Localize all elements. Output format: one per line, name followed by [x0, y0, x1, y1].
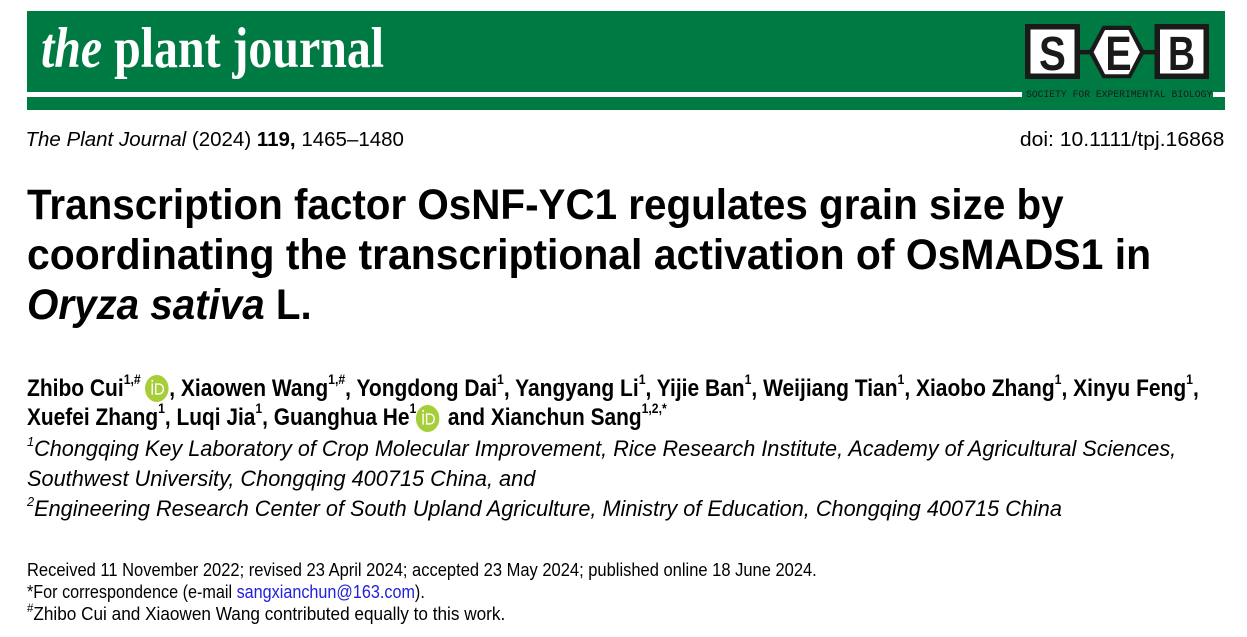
- svg-text:B: B: [1168, 28, 1195, 80]
- svg-text:S: S: [1039, 28, 1066, 80]
- svg-text:E: E: [1105, 27, 1131, 80]
